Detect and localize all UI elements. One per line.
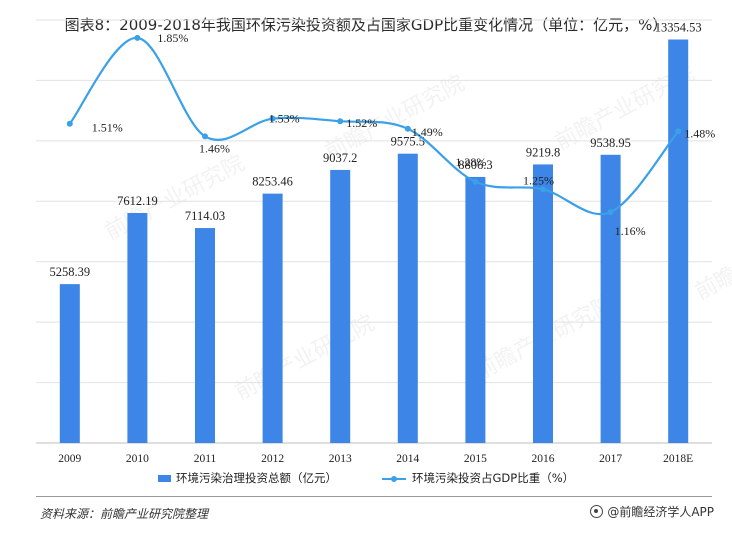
legend-label-bar: 环境污染治理投资总额（亿元）: [176, 471, 337, 485]
watermark-text: 前瞻产业研究院: [231, 311, 379, 405]
bar-series: [59, 39, 689, 444]
line-value-label: 1.28%: [455, 155, 486, 169]
bar-value-label: 8806.3: [458, 158, 492, 172]
line-point: [202, 133, 208, 140]
line-value-label: 1.51%: [92, 121, 123, 135]
x-tick-label: 2012: [261, 453, 284, 465]
line-point: [269, 115, 276, 122]
legend: 环境污染治理投资总额（亿元） 环境污染投资占GDP比重（%）: [158, 471, 574, 485]
watermark-text: 前瞻产业研究院: [691, 211, 732, 305]
bar-value-label: 9575.5: [391, 135, 425, 149]
bar: [600, 154, 621, 443]
x-tick-label: 2015: [464, 453, 487, 465]
legend-swatch-marker: [391, 476, 397, 482]
bar: [59, 284, 80, 443]
line-value-label: 1.48%: [684, 126, 715, 140]
line-value-label: 1.25%: [523, 173, 554, 187]
bar-value-label: 9538.95: [590, 136, 631, 150]
x-tick-label: 2009: [58, 453, 81, 465]
bar: [668, 39, 689, 444]
line-value-label: 1.52%: [346, 116, 377, 130]
x-tick-label: 2016: [532, 453, 555, 465]
line-point: [607, 209, 614, 216]
bar: [330, 169, 351, 444]
x-tick-label: 2013: [329, 453, 352, 465]
footer-divider: [36, 496, 712, 497]
x-tick-label: 2010: [126, 453, 149, 465]
line-value-label: 1.85%: [157, 31, 188, 45]
line-point: [472, 178, 479, 185]
line-point: [337, 118, 344, 125]
brand: @前瞻经济学人APP: [590, 503, 714, 520]
line-value-label: 1.46%: [199, 141, 230, 155]
x-tick-label: 2014: [396, 453, 419, 465]
legend-label-line: 环境污染投资占GDP比重（%）: [412, 471, 574, 485]
line-point: [134, 34, 141, 41]
line-point: [540, 186, 546, 193]
x-axis-tick-labels: 2009 2010 2011 2012 2013 2014 2015 2016 2017 2018…: [58, 453, 693, 465]
bar-value-label: 8253.46: [252, 175, 293, 189]
line-value-label: 1.49%: [412, 125, 443, 139]
bar: [533, 164, 553, 443]
line-value-labels: 1.51% 1.85% 1.46% 1.53% 1.52% 1.49% 1.28% 1.25%…: [92, 31, 715, 238]
bar-value-label: 9219.8: [526, 145, 560, 159]
bar-value-labels: 5258.39 7612.19 7114.03 8253.46 9037.2 9575.5…: [49, 21, 701, 280]
x-tick-label: 2017: [599, 453, 622, 465]
bar-value-label: 7114.03: [185, 209, 225, 223]
line-point: [675, 128, 682, 135]
bar: [397, 153, 418, 443]
line-value-label: 1.16%: [615, 224, 646, 238]
bar-value-label: 7612.19: [117, 194, 158, 208]
x-tick-label: 2011: [194, 453, 217, 465]
brand-label: @前瞻经济学人APP: [607, 505, 714, 519]
line-point: [404, 125, 411, 132]
gridlines: [36, 19, 712, 444]
source-text: 资料来源：前瞻产业研究院整理: [40, 507, 209, 521]
bar-value-label: 13354.53: [655, 21, 702, 35]
line-point: [66, 120, 73, 127]
line-series: [66, 34, 682, 216]
line-path: [68, 36, 680, 216]
legend-swatch-bar: [158, 475, 171, 482]
bar: [195, 228, 215, 443]
bar-value-label: 5258.39: [49, 265, 90, 279]
brand-logo-icon: [590, 505, 604, 518]
x-tick-label: 2018E: [663, 453, 693, 465]
bar: [262, 193, 283, 443]
line-value-label: 1.53%: [269, 112, 300, 126]
bar: [127, 213, 148, 443]
bar-value-label: 9037.2: [323, 151, 357, 165]
bar: [465, 176, 486, 443]
